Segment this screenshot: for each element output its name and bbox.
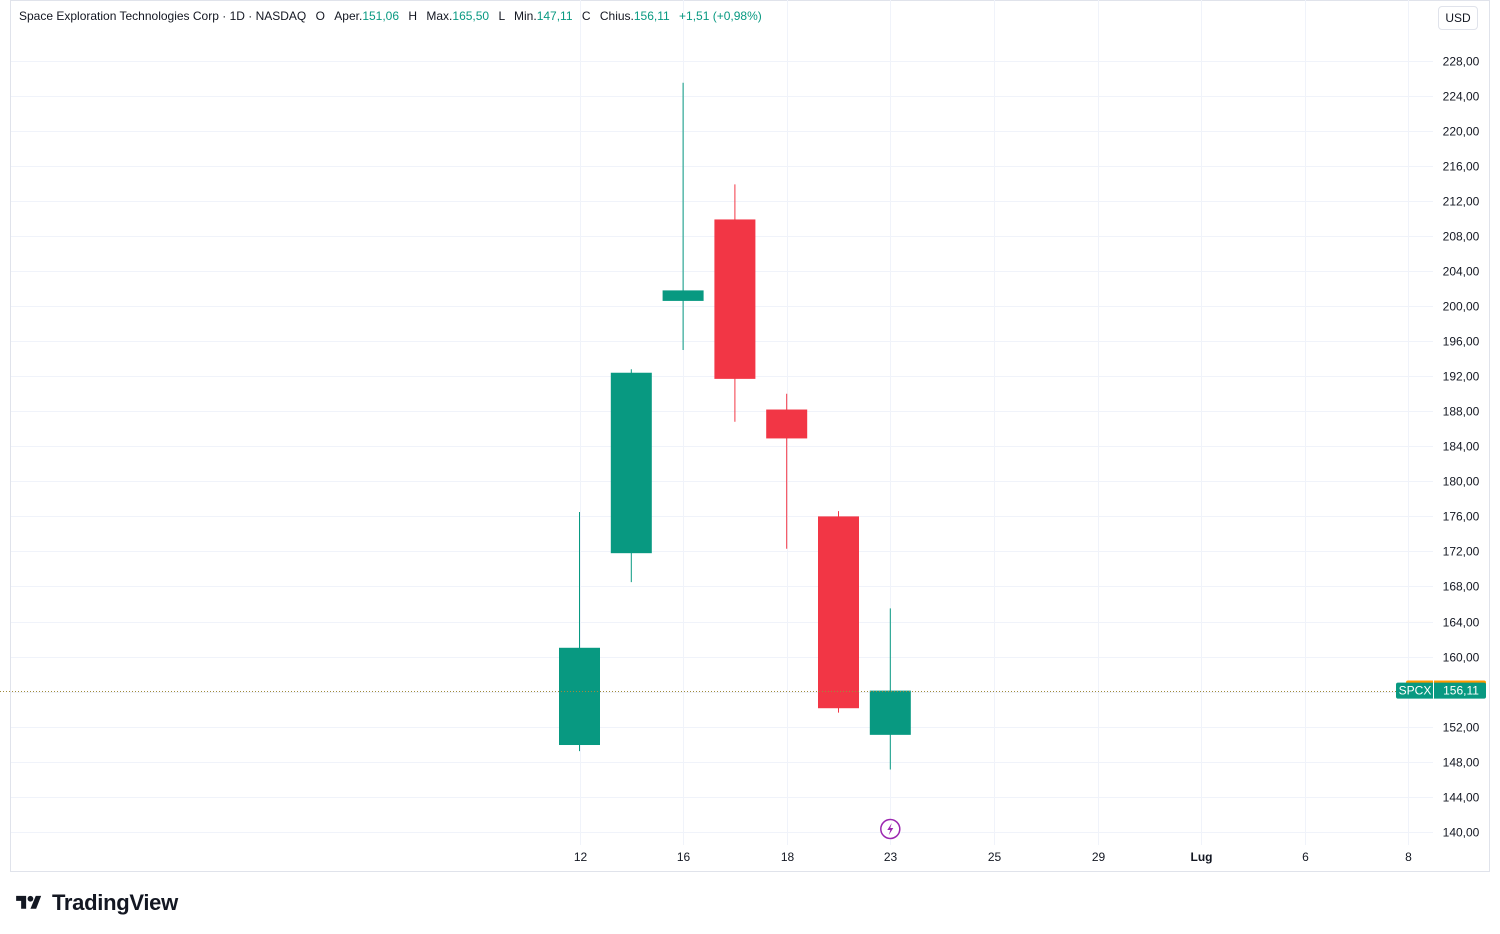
x-axis-tick-label: 29 bbox=[1092, 850, 1106, 864]
x-axis-tick-label: Lug bbox=[1191, 850, 1213, 864]
y-axis-tick-label: 140,00 bbox=[1443, 826, 1480, 840]
legend-open-label: O bbox=[315, 9, 325, 23]
currency-button[interactable]: USD bbox=[1438, 6, 1478, 30]
legend-low-name: Min. bbox=[514, 9, 537, 23]
legend-high-label: H bbox=[408, 9, 418, 23]
y-axis-tick-label: 200,00 bbox=[1443, 300, 1480, 314]
x-axis-tick-label: 23 bbox=[884, 850, 898, 864]
x-axis-tick-label: 25 bbox=[988, 850, 1002, 864]
chart-legend: Space Exploration Technologies Corp · 1D… bbox=[19, 8, 762, 24]
y-axis-tick-label: 228,00 bbox=[1443, 55, 1480, 69]
tradingview-logo[interactable]: TradingView bbox=[12, 890, 178, 916]
legend-title: Space Exploration Technologies Corp · 1D… bbox=[19, 9, 307, 23]
candle-body[interactable] bbox=[662, 290, 704, 301]
lightning-glyph bbox=[887, 823, 894, 835]
tradingview-logo-icon bbox=[16, 895, 42, 909]
last-price-value: 156,11 bbox=[1443, 684, 1479, 698]
legend-close-name: Chius. bbox=[599, 9, 634, 23]
legend-close-value: 156,11 bbox=[633, 9, 670, 23]
y-axis-tick-label: 224,00 bbox=[1443, 90, 1480, 104]
legend-high-name: Max. bbox=[426, 9, 453, 23]
y-axis-tick-label: 144,00 bbox=[1443, 791, 1480, 805]
last-price-symbol: SPCX bbox=[1399, 684, 1432, 698]
legend-open-value: 151,06 bbox=[362, 9, 400, 23]
y-axis-tick-label: 152,00 bbox=[1443, 721, 1480, 735]
y-axis-tick-label: 172,00 bbox=[1443, 545, 1480, 559]
candle-body[interactable] bbox=[714, 219, 756, 379]
x-axis-tick-label: 16 bbox=[677, 850, 691, 864]
legend-change: +1,51 (+0,98%) bbox=[679, 9, 762, 23]
y-axis-tick-label: 180,00 bbox=[1443, 475, 1480, 489]
legend-low-label: L bbox=[498, 9, 505, 23]
x-axis-tick-label: 18 bbox=[781, 850, 795, 864]
y-axis-tick-label: 220,00 bbox=[1443, 125, 1480, 139]
y-axis-tick-label: 160,00 bbox=[1443, 651, 1480, 665]
legend-close-label: C bbox=[581, 9, 591, 23]
candle-body[interactable] bbox=[610, 372, 652, 554]
y-axis-tick-label: 164,00 bbox=[1443, 616, 1480, 630]
y-axis-tick-label: 168,00 bbox=[1443, 580, 1480, 594]
x-axis-tick-label: 6 bbox=[1302, 850, 1309, 864]
candle-body[interactable] bbox=[766, 409, 808, 439]
tradingview-wordmark: TradingView bbox=[52, 890, 178, 915]
candle-body[interactable] bbox=[559, 647, 600, 746]
y-axis-tick-label: 188,00 bbox=[1443, 405, 1480, 419]
legend-open-name: Aper. bbox=[334, 9, 363, 23]
legend-high-value: 165,50 bbox=[452, 9, 490, 23]
y-axis-tick-label: 204,00 bbox=[1443, 265, 1480, 279]
x-axis-tick-label: 8 bbox=[1405, 850, 1412, 864]
candle-body[interactable] bbox=[818, 516, 859, 709]
y-axis-tick-label: 208,00 bbox=[1443, 230, 1480, 244]
y-axis-tick-label: 148,00 bbox=[1443, 756, 1480, 770]
y-axis-tick-label: 192,00 bbox=[1443, 370, 1480, 384]
y-axis-tick-label: 212,00 bbox=[1443, 195, 1480, 209]
y-axis-tick-label: 196,00 bbox=[1443, 335, 1480, 349]
candle-body[interactable] bbox=[869, 690, 911, 735]
y-axis-tick-label: 216,00 bbox=[1443, 160, 1480, 174]
legend-low-value: 147,11 bbox=[536, 9, 573, 23]
last-price-tag bbox=[1396, 682, 1486, 699]
chart-frame bbox=[10, 0, 1490, 872]
y-axis-tick-label: 176,00 bbox=[1443, 510, 1480, 524]
y-axis-tick-label: 184,00 bbox=[1443, 440, 1480, 454]
x-axis-tick-label: 12 bbox=[574, 850, 588, 864]
